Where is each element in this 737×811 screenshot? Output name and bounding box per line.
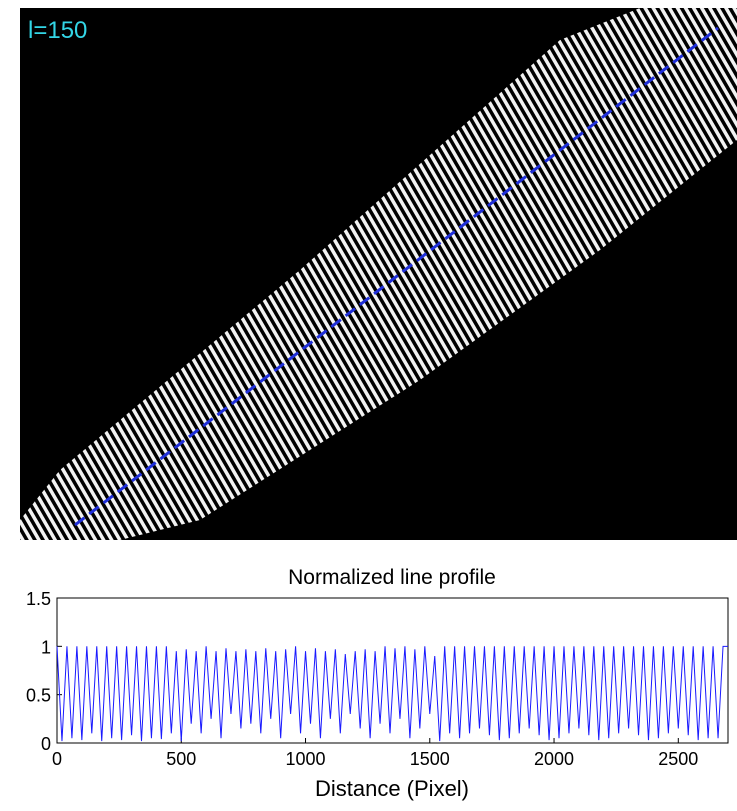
- x-tick-label: 1500: [410, 749, 450, 769]
- x-tick-label: 0: [52, 749, 62, 769]
- y-tick-label: 1: [41, 637, 51, 657]
- chart-title: Normalized line profile: [288, 566, 496, 589]
- profile-path: [74, 26, 719, 527]
- fringe-image: [20, 8, 737, 540]
- x-tick-label: 500: [166, 749, 196, 769]
- y-tick-label: 0.5: [26, 686, 51, 706]
- plot-frame: [56, 597, 729, 744]
- x-tick-label: 2000: [534, 749, 574, 769]
- x-tick-label: 1000: [285, 749, 325, 769]
- y-tick-label: 1.5: [26, 589, 51, 609]
- profile-line: [56, 645, 728, 742]
- x-tick-label: 2500: [658, 749, 698, 769]
- image-label: l=150: [28, 17, 87, 44]
- y-tick-label: 0: [41, 734, 51, 754]
- x-axis-label: Distance (Pixel): [315, 776, 469, 801]
